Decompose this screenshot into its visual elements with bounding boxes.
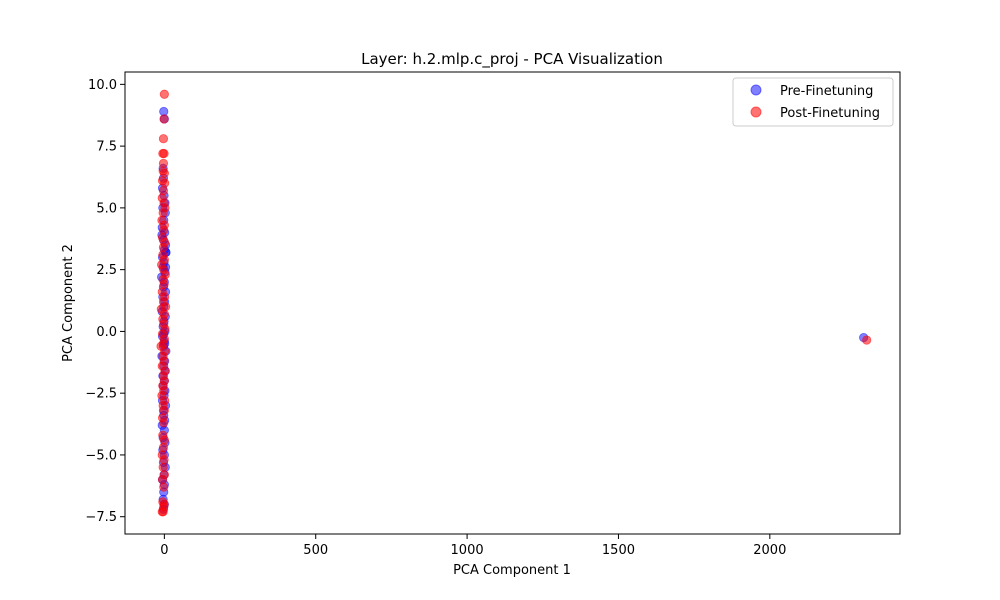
points-layer bbox=[156, 89, 872, 517]
y-tick-label: 0.0 bbox=[96, 325, 117, 340]
data-point bbox=[159, 89, 169, 99]
data-point bbox=[158, 185, 169, 196]
legend-marker-pre-finetuning bbox=[750, 84, 762, 96]
data-point bbox=[159, 279, 169, 290]
data-point bbox=[159, 225, 169, 235]
y-tick-label: 7.5 bbox=[96, 140, 117, 155]
x-tick-label: 1000 bbox=[451, 543, 484, 558]
y-tick-label: −7.5 bbox=[85, 510, 117, 525]
legend-label-post-finetuning: Post-Finetuning bbox=[780, 106, 880, 121]
data-point bbox=[159, 502, 169, 512]
data-point bbox=[157, 475, 168, 485]
x-tick-label: 500 bbox=[303, 543, 328, 558]
data-point bbox=[159, 418, 169, 428]
data-point bbox=[158, 134, 169, 144]
legend: Pre-Finetuning Post-Finetuning bbox=[732, 77, 894, 127]
legend-label-pre-finetuning: Pre-Finetuning bbox=[780, 84, 873, 99]
y-axis-ticks: −7.5 −5.0 −2.5 0.0 2.5 5.0 7.5 10.0 bbox=[85, 78, 125, 525]
chart-title: Layer: h.2.mlp.c_proj - PCA Visualizatio… bbox=[361, 50, 663, 69]
data-point bbox=[158, 462, 168, 472]
data-point bbox=[158, 208, 168, 218]
data-point bbox=[159, 168, 169, 178]
x-axis-label: PCA Component 1 bbox=[453, 563, 571, 578]
y-tick-label: −2.5 bbox=[85, 387, 117, 402]
legend-marker-post-finetuning bbox=[750, 106, 762, 118]
y-tick-label: 2.5 bbox=[96, 263, 117, 278]
x-axis-ticks: 0 500 1000 1500 2000 bbox=[160, 534, 786, 558]
data-point bbox=[159, 482, 169, 492]
x-tick-label: 0 bbox=[160, 543, 168, 558]
legend-box bbox=[732, 77, 894, 127]
data-point bbox=[159, 148, 169, 159]
series-post-finetuning bbox=[156, 89, 872, 517]
x-tick-label: 1500 bbox=[602, 543, 635, 558]
data-point bbox=[862, 335, 872, 345]
plot-frame bbox=[124, 71, 901, 535]
y-tick-label: 5.0 bbox=[96, 201, 117, 216]
data-point bbox=[158, 158, 169, 169]
y-axis-label: PCA Component 2 bbox=[61, 244, 76, 362]
y-tick-label: 10.0 bbox=[88, 78, 117, 93]
data-point bbox=[158, 442, 169, 453]
x-tick-label: 2000 bbox=[753, 543, 786, 558]
y-tick-label: −5.0 bbox=[85, 448, 117, 463]
data-point bbox=[160, 178, 170, 188]
data-point bbox=[159, 405, 169, 416]
data-point bbox=[159, 114, 169, 124]
